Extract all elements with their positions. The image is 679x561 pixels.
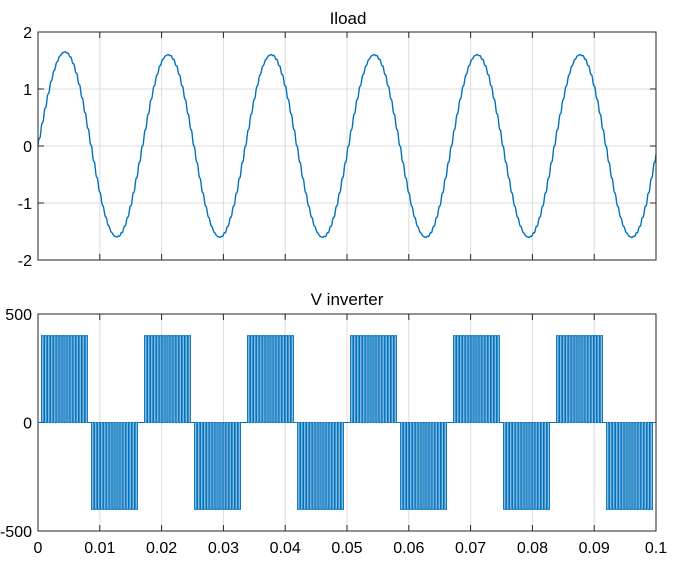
iload-ticks: 2 1 0 -1 -2 <box>18 25 657 270</box>
vinverter-xtick-label: 0.05 <box>331 540 362 557</box>
vinverter-xtick-label: 0.02 <box>146 540 177 557</box>
vinverter-xtick-label: 0.07 <box>455 540 486 557</box>
vinverter-xtick-label: 0 <box>34 540 43 557</box>
vinverter-xtick-label: 0.08 <box>517 540 548 557</box>
vinverter-ytick-label: 500 <box>5 307 32 324</box>
iload-series-line <box>37 51 657 239</box>
vinverter-title: V inverter <box>311 290 384 309</box>
vinverter-xtick-label: 0.03 <box>208 540 239 557</box>
vinverter-xtick-label: 0.06 <box>393 540 424 557</box>
vinverter-ytick-label: -500 <box>0 524 32 541</box>
vinverter-xtick-label: 0.01 <box>84 540 115 557</box>
vinverter-frame <box>37 313 657 532</box>
iload-ytick-label: 1 <box>23 82 32 99</box>
iload-title: Iload <box>330 9 367 28</box>
iload-frame <box>37 31 657 261</box>
iload-ytick-label: -1 <box>18 196 32 213</box>
iload-axes: Iload 2 1 0 -1 -2 <box>18 9 657 270</box>
iload-ytick-label: -2 <box>18 253 32 270</box>
vinverter-xtick-label: 0.09 <box>579 540 610 557</box>
vinverter-xtick-label: 0.1 <box>645 540 667 557</box>
iload-ytick-label: 2 <box>23 25 32 42</box>
iload-ytick-label: 0 <box>23 139 32 156</box>
vinverter-axes: V inverter 0 0.01 0.02 0.03 0.04 0.05 0.06 0.07… <box>0 290 667 557</box>
vinverter-series-line <box>38 335 656 510</box>
vinverter-ytick-label: 0 <box>23 416 32 433</box>
vinverter-xtick-label: 0.04 <box>270 540 301 557</box>
